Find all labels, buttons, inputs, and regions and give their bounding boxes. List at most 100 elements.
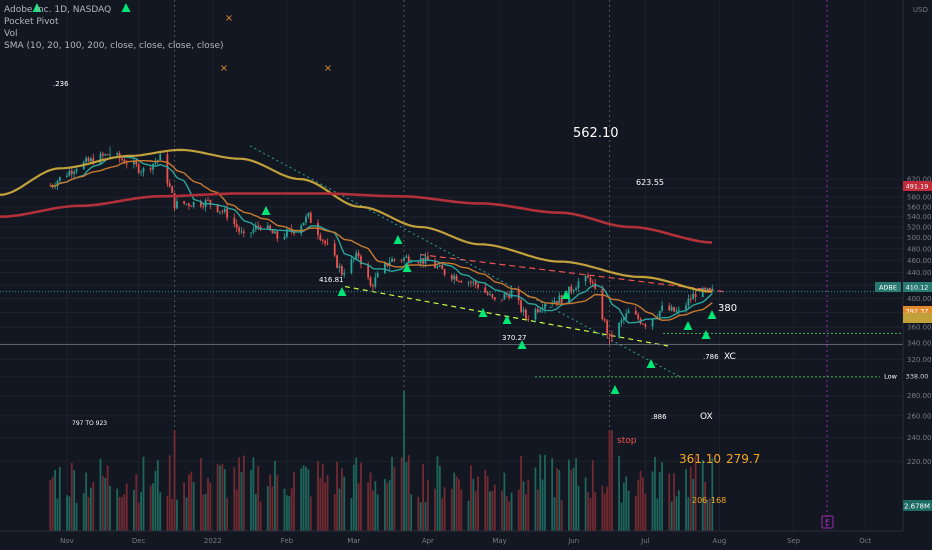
- candle[interactable]: [166, 150, 169, 187]
- candle[interactable]: [357, 249, 360, 259]
- candle[interactable]: [321, 238, 324, 245]
- candle[interactable]: [85, 155, 88, 164]
- candle[interactable]: [307, 212, 310, 219]
- candle[interactable]: [223, 206, 226, 214]
- candle[interactable]: [285, 226, 288, 239]
- candle[interactable]: [477, 281, 479, 290]
- candle[interactable]: [603, 317, 606, 323]
- candle[interactable]: [455, 274, 458, 282]
- candle[interactable]: [694, 290, 697, 302]
- candle[interactable]: [450, 273, 453, 282]
- candle[interactable]: [489, 291, 491, 296]
- candle[interactable]: [618, 321, 620, 339]
- candle[interactable]: [453, 273, 456, 285]
- candle[interactable]: [190, 205, 193, 207]
- candle[interactable]: [149, 166, 152, 173]
- candle[interactable]: [66, 172, 68, 178]
- candle[interactable]: [317, 219, 319, 240]
- candle[interactable]: [584, 274, 587, 286]
- candle[interactable]: [536, 306, 539, 314]
- candle[interactable]: [651, 318, 654, 331]
- candle[interactable]: [568, 286, 570, 304]
- candle[interactable]: [106, 153, 109, 156]
- symbol-title[interactable]: Adobe Inc. 1D, NASDAQ: [4, 5, 112, 15]
- candle[interactable]: [470, 279, 472, 288]
- candle[interactable]: [642, 322, 644, 326]
- candle[interactable]: [405, 254, 408, 259]
- candle[interactable]: [352, 258, 355, 263]
- candle[interactable]: [673, 306, 675, 313]
- candle[interactable]: [257, 221, 260, 231]
- candle[interactable]: [606, 319, 609, 338]
- candle[interactable]: [503, 292, 506, 300]
- candle[interactable]: [587, 272, 589, 278]
- candle[interactable]: [675, 307, 678, 313]
- candle[interactable]: [242, 228, 245, 238]
- time-axis[interactable]: Nov Dec 2022 Feb Mar Apr May Jun Jul Aug Sep Oct: [60, 537, 871, 545]
- candle[interactable]: [661, 301, 664, 313]
- candle[interactable]: [159, 152, 162, 161]
- candle[interactable]: [187, 202, 190, 210]
- candle[interactable]: [137, 162, 140, 175]
- candle[interactable]: [577, 277, 580, 292]
- candle[interactable]: [701, 286, 704, 298]
- candle[interactable]: [589, 276, 592, 285]
- candle[interactable]: [309, 211, 312, 224]
- candle[interactable]: [467, 280, 470, 287]
- candle[interactable]: [276, 230, 279, 242]
- candle[interactable]: [501, 299, 503, 302]
- candle[interactable]: [221, 209, 224, 215]
- indicator-volume[interactable]: Vol: [4, 29, 18, 39]
- candle[interactable]: [443, 268, 446, 277]
- candle[interactable]: [627, 307, 630, 314]
- candle[interactable]: [185, 203, 188, 206]
- candle[interactable]: [524, 307, 527, 320]
- candle[interactable]: [300, 223, 303, 237]
- candle[interactable]: [484, 283, 487, 294]
- candle[interactable]: [491, 293, 494, 300]
- candle[interactable]: [570, 283, 573, 295]
- candle[interactable]: [192, 201, 195, 209]
- candle[interactable]: [486, 290, 489, 296]
- candle[interactable]: [436, 264, 439, 270]
- candle[interactable]: [520, 298, 522, 314]
- candle[interactable]: [343, 268, 346, 278]
- candle[interactable]: [340, 264, 343, 277]
- candle[interactable]: [154, 157, 157, 167]
- candle[interactable]: [522, 306, 525, 317]
- candle[interactable]: [711, 284, 714, 294]
- candle[interactable]: [670, 304, 673, 312]
- candle[interactable]: [572, 289, 575, 294]
- candle[interactable]: [374, 272, 377, 289]
- candle[interactable]: [575, 285, 577, 291]
- candle[interactable]: [326, 238, 329, 246]
- candle[interactable]: [336, 254, 338, 269]
- candle[interactable]: [171, 185, 174, 194]
- candle[interactable]: [252, 226, 255, 235]
- candle[interactable]: [58, 176, 61, 184]
- candle[interactable]: [668, 302, 671, 312]
- candle[interactable]: [302, 222, 305, 226]
- candle[interactable]: [376, 270, 379, 278]
- candle[interactable]: [687, 294, 690, 309]
- candle[interactable]: [140, 170, 142, 176]
- candle[interactable]: [560, 294, 563, 305]
- candle[interactable]: [403, 256, 405, 264]
- candle[interactable]: [393, 258, 396, 263]
- candle[interactable]: [109, 146, 111, 159]
- candle[interactable]: [372, 283, 374, 292]
- candle[interactable]: [142, 166, 145, 177]
- candle[interactable]: [400, 258, 403, 264]
- candle[interactable]: [350, 255, 353, 275]
- candle[interactable]: [460, 279, 463, 284]
- candle[interactable]: [601, 285, 604, 321]
- candle[interactable]: [176, 196, 178, 210]
- candle[interactable]: [407, 254, 410, 265]
- candle[interactable]: [544, 303, 546, 314]
- candle[interactable]: [305, 214, 307, 226]
- candle[interactable]: [168, 179, 171, 188]
- indicator-sma[interactable]: SMA (10, 20, 100, 200, close, close, clo…: [4, 41, 224, 51]
- candle[interactable]: [709, 287, 711, 290]
- candle[interactable]: [369, 275, 372, 288]
